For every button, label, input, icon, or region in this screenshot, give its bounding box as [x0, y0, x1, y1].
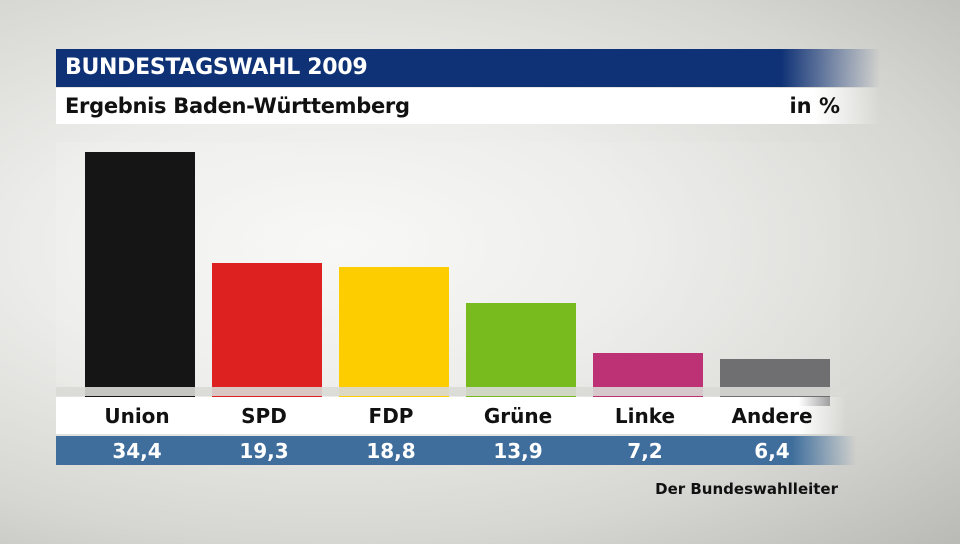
bar-fdp: [339, 267, 449, 406]
category-label-andere: Andere: [731, 404, 813, 428]
category-label-linke: Linke: [614, 404, 676, 428]
subtitle-bar: Ergebnis Baden-Württemberg in %: [56, 88, 880, 124]
category-label-spd: SPD: [241, 404, 287, 428]
bar-spd: [212, 263, 322, 406]
category-label-union: Union: [104, 404, 170, 428]
value-label-fdp: 18,8: [366, 439, 416, 463]
unit-label: in %: [789, 94, 840, 118]
value-label-union: 34,4: [112, 439, 162, 463]
value-label-andere: 6,4: [754, 439, 790, 463]
value-label-bar: 34,4 19,3 18,8 13,9 7,2 6,4: [56, 436, 856, 465]
chart-title: BUNDESTAGSWAHL 2009: [65, 55, 368, 80]
value-label-linke: 7,2: [627, 439, 663, 463]
baseline-strip: [56, 387, 846, 396]
category-label-gruene: Grüne: [483, 404, 553, 428]
value-label-spd: 19,3: [239, 439, 289, 463]
category-label-fdp: FDP: [368, 404, 414, 428]
bar-union: [85, 152, 195, 406]
category-label-bar: Union SPD FDP Grüne Linke Andere: [56, 397, 846, 434]
value-label-gruene: 13,9: [493, 439, 543, 463]
source-label: Der Bundeswahlleiter: [655, 480, 838, 498]
chart-subtitle: Ergebnis Baden-Württemberg: [65, 94, 410, 118]
title-bar: BUNDESTAGSWAHL 2009: [56, 49, 880, 87]
